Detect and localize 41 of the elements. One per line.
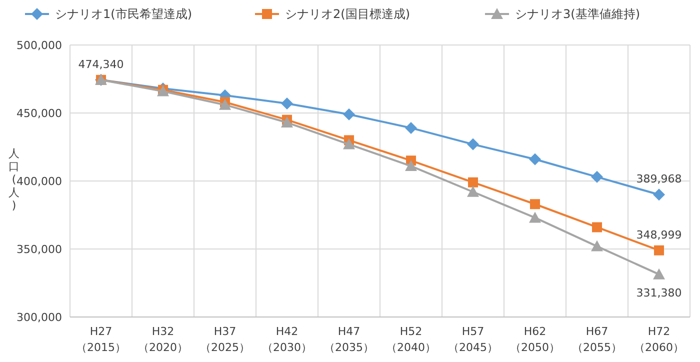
point (529, 212, 541, 223)
point (591, 240, 603, 252)
point (343, 138, 355, 150)
y-tick-label: 300,000 (16, 310, 62, 324)
point (281, 97, 293, 110)
point (405, 122, 417, 134)
legend-label: シナリオ1(市民希望達成) (55, 7, 192, 22)
legend-label: シナリオ3(基準値維持) (515, 7, 640, 22)
x-tick-label: H32 （2020） (138, 325, 188, 354)
x-tick-label: H52 （2040） (386, 325, 436, 354)
point (219, 98, 231, 110)
data-label: 389,968 (636, 172, 682, 186)
point (468, 177, 478, 188)
x-tick-label: H62 （2050） (510, 325, 560, 354)
data-label: 348,999 (636, 228, 682, 242)
data-label: 474,340 (78, 58, 124, 71)
data-label: 331,380 (636, 286, 682, 300)
point (467, 138, 479, 150)
point (343, 108, 355, 120)
y-tick-label: 450,000 (16, 106, 62, 120)
x-tick-label: H27 （2015） (76, 325, 126, 354)
x-tick-label: H67 （2055） (572, 325, 622, 354)
y-tick-label: 500,000 (16, 38, 62, 52)
legend-label: シナリオ2(国目標達成) (285, 7, 410, 22)
x-tick-label: H42 （2030） (262, 325, 312, 354)
x-tick-label: H57 （2045） (448, 325, 498, 354)
point (591, 170, 603, 183)
point (530, 199, 540, 210)
x-tick-label: H37 （2025） (200, 325, 250, 354)
x-tick-label: H47 （2035） (324, 325, 374, 354)
y-tick-label: 400,000 (16, 174, 62, 188)
point (467, 186, 479, 197)
y-tick-label: 350,000 (16, 242, 62, 256)
point (529, 153, 541, 166)
point (281, 116, 293, 128)
point (654, 245, 664, 256)
point (592, 222, 602, 232)
point (653, 188, 665, 201)
point (405, 160, 417, 172)
point (653, 268, 665, 280)
x-tick-label: H72 （2060） (634, 325, 684, 354)
